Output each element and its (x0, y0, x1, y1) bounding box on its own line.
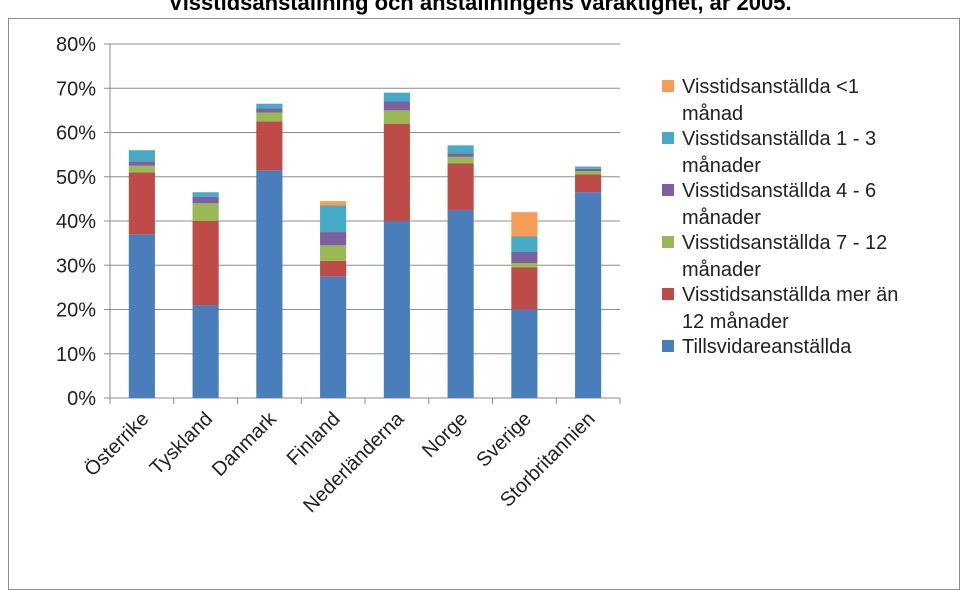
legend-label: Visstidsanställda mer än (682, 284, 898, 306)
bar-segment (575, 166, 602, 169)
chart-title: Visstidsanställning och anställningens v… (168, 0, 792, 15)
legend-swatch (662, 184, 674, 196)
y-tick-label: 80% (56, 34, 96, 56)
bar-segment (128, 150, 155, 162)
bar-segment (575, 174, 602, 193)
legend-label: Visstidsanställda <1 (682, 76, 859, 98)
legend-label: månad (682, 103, 743, 125)
legend-swatch (662, 236, 674, 248)
bar-segment (192, 221, 219, 306)
y-tick-label: 60% (56, 123, 96, 145)
bar-segment (511, 309, 538, 398)
legend-label: Visstidsanställda 4 - 6 (682, 180, 876, 202)
bar-segment (128, 165, 155, 173)
gridlines (110, 43, 620, 355)
legend: Visstidsanställda <1 månad Visstidsanställ… (662, 76, 898, 358)
bar-segment (320, 201, 347, 206)
bar-segment (256, 121, 283, 171)
bar-segment (192, 305, 219, 398)
legend-swatch (662, 340, 674, 352)
y-tick-label: 40% (56, 211, 96, 233)
legend-label: Tillsvidareanställda (682, 336, 852, 358)
bar-segment (128, 161, 155, 166)
bar-segment (256, 103, 283, 109)
legend-label: 12 månader (682, 311, 789, 333)
bar-segment (192, 196, 219, 204)
bar-segment (320, 205, 347, 233)
legend-label: Visstidsanställda 1 - 3 (682, 128, 876, 150)
bar-segment (383, 110, 410, 124)
bar-segment (383, 92, 410, 102)
bar-segment (575, 168, 602, 171)
axes: 0% 10% 20% 30% 40% 50% 60% 70% 80% (56, 34, 621, 410)
bar-segment (383, 221, 410, 398)
bar-segment (320, 245, 347, 261)
legend-swatch (662, 132, 674, 144)
bar-segment (447, 156, 474, 164)
bar-segment (447, 209, 474, 398)
category-label: Danmark (208, 407, 282, 481)
y-tick-label: 50% (56, 167, 96, 189)
y-tick-label: 20% (56, 300, 96, 322)
bar-segment (575, 192, 602, 398)
category-label: Tyskland (146, 408, 217, 479)
bar-segment (511, 267, 538, 310)
bar-segment (128, 172, 155, 235)
y-tick-label: 10% (56, 344, 96, 366)
y-tick-label: 70% (56, 78, 96, 100)
bar-segment (511, 251, 538, 264)
bar-segment (320, 260, 347, 277)
bar-segment (383, 101, 410, 111)
category-label: Sverige (472, 408, 536, 472)
bar-segment (447, 145, 474, 154)
bar-segment (320, 276, 347, 398)
y-tick-label: 0% (67, 388, 96, 410)
bars (128, 92, 602, 398)
bar-segment (447, 163, 474, 210)
category-label: Österrike (80, 408, 153, 481)
bar-segment (256, 170, 283, 398)
legend-label: Visstidsanställda 7 - 12 (682, 232, 887, 254)
bar-segment (256, 108, 283, 113)
bar-segment (511, 236, 538, 252)
y-tick-label: 30% (56, 255, 96, 277)
legend-swatch (662, 288, 674, 300)
bar-segment (192, 203, 219, 221)
bar-segment (128, 234, 155, 398)
bar-segment (511, 212, 538, 237)
legend-label: månader (682, 259, 761, 281)
bar-segment (447, 153, 474, 157)
bar-segment (320, 232, 347, 246)
bar-segment (256, 112, 283, 122)
bar-segment (511, 263, 538, 268)
bar-segment (192, 192, 219, 197)
category-label: Finland (283, 408, 345, 470)
legend-label: månader (682, 207, 761, 229)
legend-swatch (662, 80, 674, 92)
bar-segment (575, 170, 602, 175)
legend-label: månader (682, 155, 761, 177)
bar-segment (383, 123, 410, 221)
category-label: Norge (418, 408, 472, 462)
